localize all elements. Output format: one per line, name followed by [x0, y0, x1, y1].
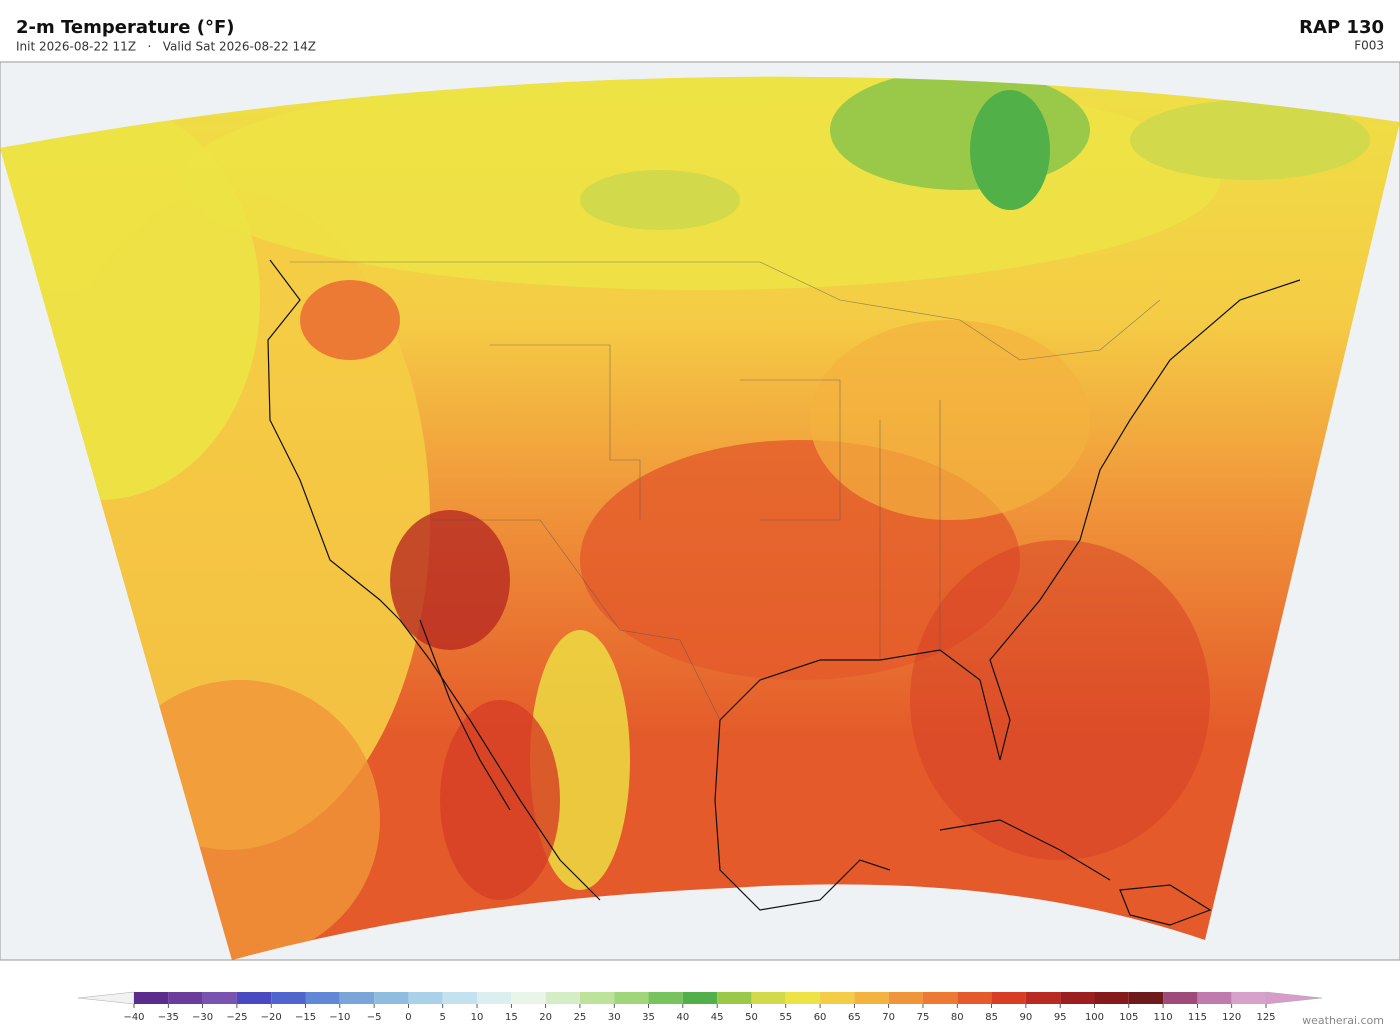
colorbar-tick-label: 95 — [1054, 1012, 1067, 1023]
colorbar-segment — [202, 992, 237, 1004]
colorbar-tick-label: 30 — [608, 1012, 621, 1023]
colorbar-tick-label: 0 — [405, 1012, 411, 1023]
colorbar-segment — [305, 992, 340, 1004]
colorbar-tick-label: 50 — [745, 1012, 758, 1023]
colorbar-segment — [717, 992, 752, 1004]
colorbar-segment — [374, 992, 409, 1004]
colorbar-segment — [271, 992, 306, 1004]
colorbar-segment — [339, 992, 375, 1004]
colorbar-segment — [236, 992, 272, 1004]
colorbar-tick-label: 120 — [1222, 1012, 1241, 1023]
colorbar-segment — [134, 992, 169, 1004]
colorbar-tick-label: 100 — [1085, 1012, 1104, 1023]
colorbar-segment — [648, 992, 683, 1004]
colorbar-segment — [1060, 992, 1095, 1004]
colorbar-segment — [991, 992, 1026, 1004]
colorbar-tick-label: 25 — [574, 1012, 587, 1023]
colorbar-tick-label: −40 — [123, 1012, 144, 1023]
colorbar: −40 −35 −30 −25 −20 −15 −10 −5 0 5 10 15 20 25 30 35 40 4… — [77, 991, 1323, 1023]
colorbar-segment — [957, 992, 992, 1004]
colorbar-tick-label: −20 — [261, 1012, 282, 1023]
colorbar-tick-label: 85 — [985, 1012, 998, 1023]
colorbar-tick-label: 110 — [1154, 1012, 1173, 1023]
colorbar-segment — [1128, 992, 1164, 1004]
colorbar-tick-label: 55 — [779, 1012, 792, 1023]
colorbar-segment — [1197, 992, 1232, 1004]
borders — [290, 261, 1161, 721]
colorbar-segment — [168, 992, 203, 1004]
colorbar-segment — [922, 992, 958, 1004]
colorbar-segment — [854, 992, 889, 1004]
temperature-field — [0, 76, 1400, 961]
colorbar-segment — [682, 992, 718, 1004]
model: RAP 130 — [1299, 17, 1384, 38]
colorbar-tick-label: 65 — [848, 1012, 861, 1023]
colorbar-segment — [408, 992, 443, 1004]
colorbar-tick-label: 15 — [505, 1012, 518, 1023]
colorbar-under — [77, 991, 135, 1005]
colorbar-tick-label: 40 — [676, 1012, 689, 1023]
colorbar-segment — [1163, 992, 1198, 1004]
colorbar-tick-label: 115 — [1188, 1012, 1207, 1023]
colorbar-segment — [785, 992, 821, 1004]
colorbar-tick-label: 35 — [642, 1012, 655, 1023]
colorbar-tick-label: 5 — [440, 1012, 446, 1023]
colorbar-segment — [545, 992, 580, 1004]
colorbar-tick-label: 70 — [882, 1012, 895, 1023]
colorbar-segment — [1231, 992, 1266, 1004]
colorbar-tick-label: −25 — [226, 1012, 247, 1023]
forecast-hour: F003 — [1354, 39, 1384, 53]
colorbar-segment — [442, 992, 478, 1004]
coastlines — [267, 259, 1301, 926]
header: 2-m Temperature (°F) Init 2026-08-22 11Z… — [16, 17, 1384, 54]
colorbar-tick-label: 60 — [814, 1012, 827, 1023]
colorbar-segment — [1094, 992, 1129, 1004]
title: 2-m Temperature (°F) — [16, 17, 235, 38]
colorbar-tick-label: 125 — [1256, 1012, 1275, 1023]
colorbar-segment — [477, 992, 512, 1004]
colorbar-tick-label: −5 — [367, 1012, 382, 1023]
colorbar-segment — [511, 992, 546, 1004]
colorbar-segment — [820, 992, 855, 1004]
colorbar-tick-label: −10 — [329, 1012, 350, 1023]
colorbar-tick-label: 20 — [539, 1012, 552, 1023]
colorbar-segment — [751, 992, 786, 1004]
colorbar-tick-label: −35 — [158, 1012, 179, 1023]
colorbar-over — [1265, 991, 1323, 1005]
colorbar-tick-label: 45 — [711, 1012, 724, 1023]
colorbar-segment — [888, 992, 923, 1004]
colorbar-segment — [614, 992, 649, 1004]
colorbar-tick-label: −15 — [295, 1012, 316, 1023]
colorbar-segment — [579, 992, 615, 1004]
colorbar-tick-label: 10 — [471, 1012, 484, 1023]
colorbar-tick-label: 75 — [917, 1012, 930, 1023]
watermark: weatherai.com — [1302, 1014, 1384, 1027]
map — [0, 61, 1400, 961]
colorbar-tick-label: −30 — [192, 1012, 213, 1023]
colorbar-tick-label: 90 — [1020, 1012, 1033, 1023]
subtitle: Init 2026-08-22 11Z · Valid Sat 2026-08-… — [16, 40, 316, 54]
colorbar-segment — [1025, 992, 1061, 1004]
colorbar-tick-label: 105 — [1119, 1012, 1138, 1023]
colorbar-tick-label: 80 — [951, 1012, 964, 1023]
